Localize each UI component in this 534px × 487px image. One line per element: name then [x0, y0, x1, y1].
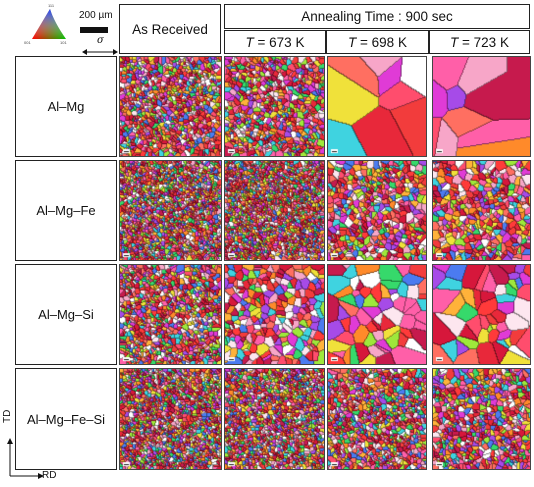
ipf-color-triangle-icon — [24, 2, 74, 46]
temp-symbol: T — [450, 34, 459, 50]
alloy-label: Al–Mg–Fe–Si — [26, 411, 106, 427]
header-annealing-time-label: Annealing Time : 900 sec — [301, 9, 453, 24]
ebsd-map-cell — [432, 56, 531, 157]
ebsd-map-cell — [119, 56, 222, 157]
header-annealing-time: Annealing Time : 900 sec — [224, 4, 530, 29]
scale-bar — [80, 27, 108, 33]
td-rd-axes-icon — [6, 436, 46, 482]
orientation-label-101: 101 — [60, 40, 67, 45]
ebsd-map-cell — [327, 160, 427, 261]
ebsd-map-cell — [119, 264, 222, 365]
temp-symbol: T — [245, 34, 254, 50]
ebsd-map-cell — [224, 264, 325, 365]
row-label-al-mg-si: Al–Mg–Si — [15, 264, 117, 365]
ebsd-map-cell — [327, 56, 427, 157]
header-temp-698: T = 698 K — [326, 30, 429, 54]
temp-symbol: T — [348, 34, 357, 50]
orientation-label-111: 111 — [48, 3, 55, 8]
sigma-label: σ — [97, 35, 104, 46]
header-temp-673: T = 673 K — [224, 30, 326, 54]
alloy-label: Al–Mg — [47, 99, 85, 114]
rd-label: RD — [42, 470, 57, 481]
temp-value: = 673 K — [253, 34, 305, 50]
header-temp-723: T = 723 K — [429, 30, 530, 54]
td-label: TD — [2, 409, 13, 423]
ebsd-map-cell — [224, 368, 325, 470]
row-label-al-mg-fe: Al–Mg–Fe — [15, 160, 117, 261]
row-label-al-mg-fe-si: Al–Mg–Fe–Si — [15, 368, 117, 470]
ebsd-map-cell — [432, 160, 531, 261]
orientation-label-001: 001 — [24, 40, 31, 45]
ebsd-map-cell — [327, 264, 427, 365]
temp-value: = 698 K — [356, 34, 407, 50]
scale-bar-label: 200 µm — [79, 10, 113, 21]
ebsd-map-cell — [224, 160, 325, 261]
alloy-label: Al–Mg–Si — [38, 307, 94, 322]
ebsd-map-cell — [224, 56, 325, 157]
ebsd-map-cell — [119, 160, 222, 261]
header-as-received-label: As Received — [132, 21, 208, 37]
alloy-label: Al–Mg–Fe — [36, 203, 96, 218]
ebsd-map-cell — [119, 368, 222, 470]
temp-value: = 723 K — [458, 34, 509, 50]
header-as-received: As Received — [119, 4, 221, 54]
ebsd-map-cell — [432, 264, 531, 365]
ebsd-map-cell — [327, 368, 427, 470]
double-arrow-icon — [82, 44, 118, 55]
ebsd-map-cell — [432, 368, 531, 470]
row-label-al-mg: Al–Mg — [15, 56, 117, 157]
